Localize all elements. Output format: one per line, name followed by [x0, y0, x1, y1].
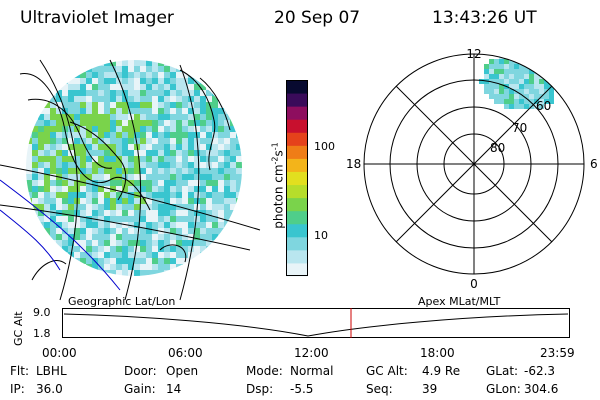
x-tick-0600: 06:00 [168, 346, 203, 360]
colorbar-stripe [286, 119, 308, 133]
colorbar-unit-s: s [272, 150, 286, 156]
x-tick-2359: 23:59 [540, 346, 575, 360]
colorbar-stripe [286, 250, 308, 264]
status-value: 14 [166, 382, 181, 396]
colorbar-unit-exp2: -1 [271, 142, 280, 150]
status-key: GLon: [486, 382, 521, 396]
x-tick-1800: 18:00 [420, 346, 455, 360]
mlt-label-0: 0 [470, 277, 478, 291]
colorbar-stripe [286, 145, 308, 159]
colorbar-stripe [286, 198, 308, 212]
colorbar-unit-text: photon cm [272, 164, 286, 228]
colorbar-stripe [286, 237, 308, 251]
status-key: Door: [124, 364, 157, 378]
status-value: LBHL [36, 364, 67, 378]
status-key: Flt: [10, 364, 29, 378]
colorbar-stripe [286, 171, 308, 185]
time-label: 13:43:26 UT [432, 8, 537, 28]
colorbar-stripe [286, 263, 308, 277]
colorbar-unit-label: photon cm-2s-1 [271, 126, 286, 246]
status-key: GLat: [486, 364, 518, 378]
status-key: GC Alt: [366, 364, 408, 378]
colorbar-unit-exp1: -2 [271, 156, 280, 164]
colorbar-stripe [286, 224, 308, 238]
status-value: 39 [422, 382, 437, 396]
status-value: Normal [290, 364, 333, 378]
mlt-label-12: 12 [466, 47, 481, 61]
altitude-plot [62, 308, 570, 340]
status-value: Open [166, 364, 198, 378]
colorbar-tick-100: 100 [314, 140, 335, 153]
colorbar-stripe [286, 93, 308, 107]
status-value: 36.0 [36, 382, 63, 396]
status-value: -5.5 [290, 382, 313, 396]
date-label: 20 Sep 07 [274, 8, 360, 28]
colorbar-stripe [286, 80, 308, 94]
gc-alt-axis-label: GC Alt [12, 311, 25, 346]
status-key: Dsp: [246, 382, 273, 396]
y-tick-9: 9.0 [33, 306, 51, 319]
y-tick-1.8: 1.8 [33, 327, 51, 340]
mlat-label-60: 60 [536, 99, 551, 113]
status-value: 4.9 Re [422, 364, 460, 378]
colorbar-stripe [286, 211, 308, 225]
mlat-label-80: 80 [490, 141, 505, 155]
mlat-label-70: 70 [512, 121, 527, 135]
mlt-label-18: 18 [346, 157, 361, 171]
x-tick-0000: 00:00 [42, 346, 77, 360]
x-tick-1200: 12:00 [294, 346, 329, 360]
mlt-label-6: 6 [590, 157, 598, 171]
colorbar-stripe [286, 185, 308, 199]
colorbar-stripe [286, 106, 308, 120]
colorbar-tick-10: 10 [314, 229, 328, 242]
color-bar [286, 80, 308, 276]
status-value: -62.3 [524, 364, 555, 378]
colorbar-stripe [286, 158, 308, 172]
apex-caption: Apex MLat/MLT [418, 295, 500, 308]
geographic-caption: Geographic Lat/Lon [68, 295, 175, 308]
status-key: Gain: [124, 382, 156, 396]
app-title: Ultraviolet Imager [20, 8, 174, 28]
status-value: 304.6 [524, 382, 558, 396]
status-key: Seq: [366, 382, 393, 396]
geographic-image [0, 40, 260, 300]
status-key: IP: [10, 382, 25, 396]
colorbar-stripe [286, 132, 308, 146]
status-key: Mode: [246, 364, 283, 378]
polar-plot: 12 6 0 18 60 70 80 [340, 48, 600, 288]
